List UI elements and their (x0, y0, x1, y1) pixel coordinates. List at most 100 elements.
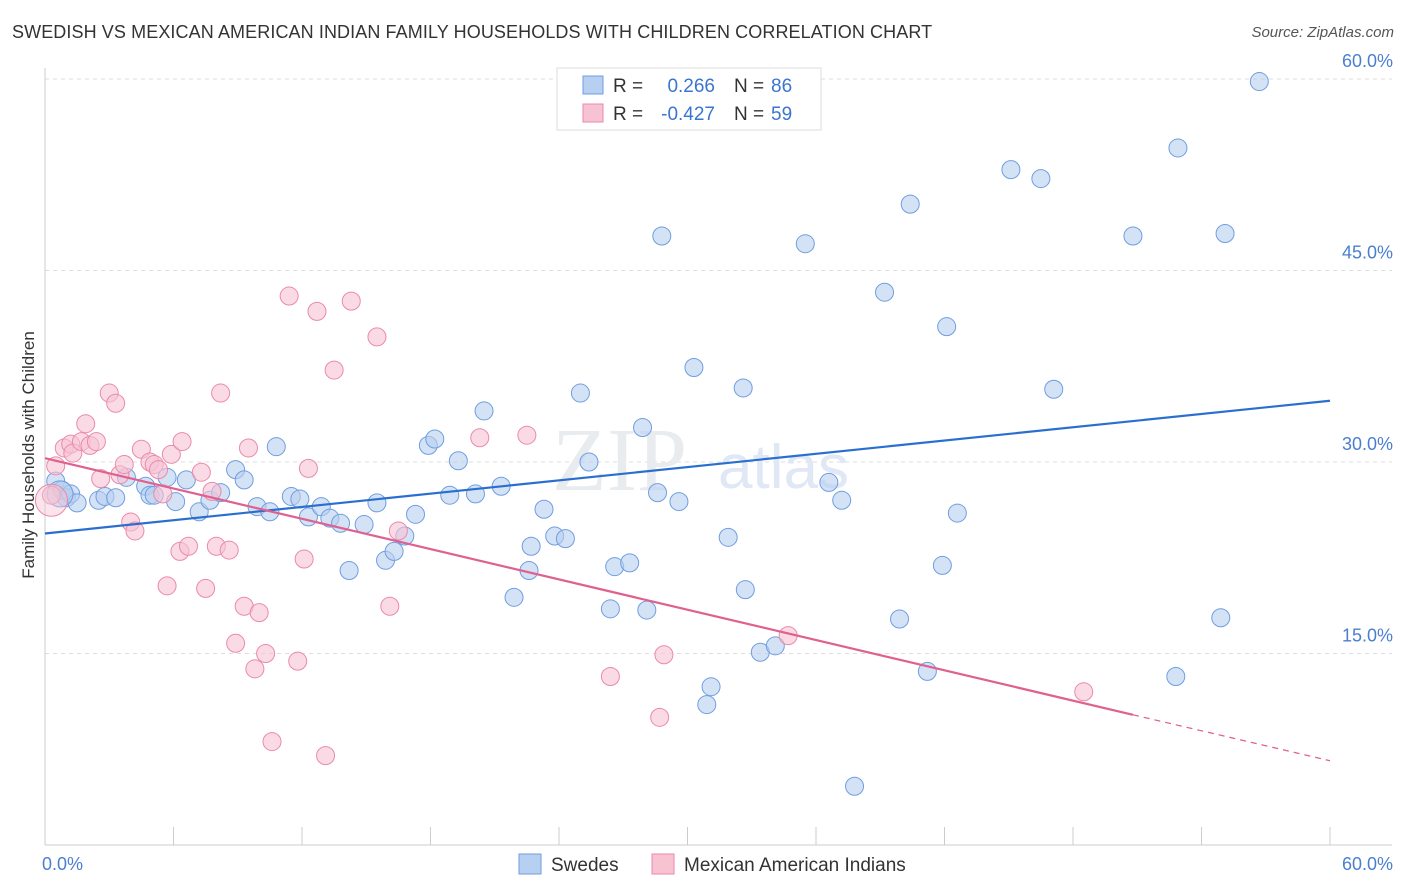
point-swedes (1031, 169, 1051, 189)
legend-r-value-swedes: 0.266 (667, 76, 715, 97)
series-mexican-american-indians (34, 286, 1094, 766)
point-swedes (718, 527, 738, 547)
point-mexican-american-indians (238, 438, 258, 458)
point-swedes (367, 493, 387, 513)
point-swedes (474, 401, 494, 421)
point-mexican-american-indians (91, 469, 111, 489)
point-mexican-american-indians (114, 455, 134, 475)
grid-layer (45, 78, 1392, 654)
point-swedes (890, 609, 910, 629)
bottom-legend-swatch-mexican-american-indians (651, 853, 675, 875)
point-mexican-american-indians (106, 393, 126, 413)
trendline-swedes (44, 399, 1331, 535)
point-swedes (339, 561, 359, 581)
point-swedes (819, 472, 839, 492)
point-mexican-american-indians (76, 414, 96, 434)
point-swedes (600, 599, 620, 619)
point-swedes (765, 636, 785, 656)
point-mexican-american-indians (161, 444, 181, 464)
point-mexican-american-indians (294, 549, 314, 569)
x-tick-label: 0.0% (42, 854, 83, 874)
point-swedes (1168, 138, 1188, 158)
legend-n-label: N = (734, 76, 764, 97)
point-swedes (1215, 223, 1235, 243)
point-mexican-american-indians (41, 485, 61, 505)
point-swedes (521, 536, 541, 556)
point-mexican-american-indians (1074, 682, 1094, 702)
point-swedes (697, 695, 717, 715)
point-mexican-american-indians (650, 707, 670, 727)
point-swedes (448, 451, 468, 471)
series-legend: Swedes Mexican American Indians (518, 853, 906, 876)
point-swedes (504, 587, 524, 607)
legend-swatch-mexican-american-indians (582, 103, 604, 123)
point-mexican-american-indians (654, 645, 674, 665)
bottom-legend-swatch-swedes (518, 853, 542, 875)
point-swedes (684, 358, 704, 378)
trendline-mexican-american-indians (44, 457, 1134, 716)
point-swedes (1166, 666, 1186, 686)
point-swedes (735, 580, 755, 600)
point-mexican-american-indians (149, 460, 169, 480)
y-tick-label: 30.0% (1342, 434, 1393, 454)
point-swedes (266, 437, 286, 457)
point-mexican-american-indians (600, 666, 620, 686)
point-swedes (579, 452, 599, 472)
point-swedes (425, 429, 445, 449)
legend-r-label: R = (613, 76, 643, 97)
point-mexican-american-indians (367, 327, 387, 347)
point-swedes (932, 555, 952, 575)
point-swedes (947, 503, 967, 523)
point-swedes (1211, 608, 1231, 628)
bottom-legend-label-swedes: Swedes (551, 855, 619, 876)
axis-layer: 15.0% 30.0% 45.0% 60.0% 0.0% 60.0% (42, 51, 1393, 874)
correlation-legend: R = 0.266 N = 86 R = -0.427 N = 59 (556, 67, 822, 131)
point-mexican-american-indians (172, 432, 192, 452)
point-swedes (1001, 160, 1021, 180)
point-swedes (795, 234, 815, 254)
point-mexican-american-indians (86, 432, 106, 452)
point-mexican-american-indians (316, 746, 336, 766)
point-mexican-american-indians (324, 360, 344, 380)
point-swedes (633, 418, 653, 438)
point-mexican-american-indians (288, 651, 308, 671)
legend-r-value-mexican-american-indians: -0.427 (661, 104, 715, 125)
point-mexican-american-indians (262, 732, 282, 752)
point-swedes (555, 529, 575, 549)
point-swedes (875, 282, 895, 302)
legend-r-label: R = (613, 104, 643, 125)
watermark-zip: ZIP (552, 411, 687, 510)
point-swedes (701, 677, 721, 697)
y-tick-label: 60.0% (1342, 51, 1393, 71)
point-swedes (384, 541, 404, 561)
point-mexican-american-indians (388, 521, 408, 541)
point-swedes (832, 490, 852, 510)
chart-title: SWEDISH VS MEXICAN AMERICAN INDIAN FAMIL… (12, 22, 933, 42)
point-mexican-american-indians (219, 540, 239, 560)
trend-layer (44, 399, 1331, 762)
bottom-legend-label-mexican-american-indians: Mexican American Indians (684, 855, 906, 876)
point-swedes (1044, 379, 1064, 399)
point-swedes (290, 489, 310, 509)
point-swedes (234, 470, 254, 490)
y-tick-label: 45.0% (1342, 243, 1393, 263)
point-swedes (534, 499, 554, 519)
point-mexican-american-indians (125, 521, 145, 541)
legend-n-value-mexican-american-indians: 59 (771, 104, 792, 125)
point-swedes (1123, 226, 1143, 246)
trendline-extension-mexican-american-indians (1132, 714, 1331, 762)
x-tick-label: 60.0% (1342, 854, 1393, 874)
point-swedes (406, 504, 426, 524)
point-mexican-american-indians (298, 458, 318, 478)
legend-n-label: N = (734, 104, 764, 125)
point-mexican-american-indians (157, 576, 177, 596)
point-mexican-american-indians (34, 483, 68, 517)
point-mexican-american-indians (211, 383, 231, 403)
point-swedes (440, 485, 460, 505)
chart-source: Source: ZipAtlas.com (1251, 24, 1394, 41)
point-mexican-american-indians (249, 603, 269, 623)
point-swedes (733, 378, 753, 398)
point-swedes (637, 600, 657, 620)
point-swedes (1249, 72, 1269, 92)
point-mexican-american-indians (256, 644, 276, 663)
